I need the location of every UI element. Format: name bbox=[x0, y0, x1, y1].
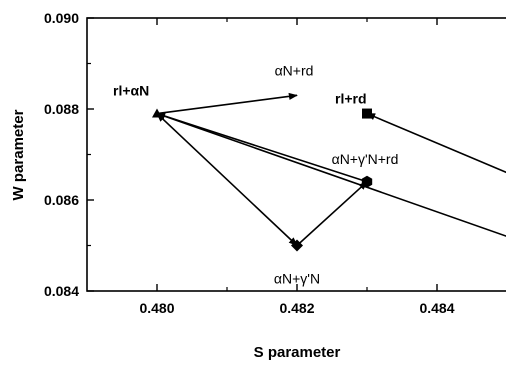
arrow-line bbox=[156, 112, 298, 247]
y-axis-label: W parameter bbox=[10, 109, 27, 200]
y-tick-label: 0.084 bbox=[44, 283, 79, 299]
y-tick-label: 0.088 bbox=[44, 101, 79, 117]
arrows-layer bbox=[156, 92, 506, 247]
point-label-rl_rd: rl+rd bbox=[335, 91, 367, 107]
point-marker-rl_rd bbox=[362, 108, 372, 119]
point-label-aN_gN_rd: αN+γ'N+rd bbox=[332, 151, 399, 167]
arrow-line bbox=[156, 112, 506, 237]
x-tick-label: 0.482 bbox=[279, 300, 314, 316]
point-marker-aN_gN_rd bbox=[361, 175, 373, 188]
x-tick-label: 0.484 bbox=[419, 300, 454, 316]
axis-ticks: 0.480 0.482 0.484 0.084 0.086 0.088 0.090 bbox=[44, 10, 455, 316]
point-marker-aN_gN bbox=[291, 239, 303, 252]
arrow-line bbox=[156, 92, 298, 115]
markers-layer bbox=[152, 108, 373, 252]
y-tick-label: 0.090 bbox=[44, 10, 79, 26]
point-labels-layer: rl+αN αN+rd αN+γ'N αN+γ'N+rd rl+rd bbox=[113, 62, 398, 286]
x-tick-label: 0.480 bbox=[139, 300, 174, 316]
arrow-line bbox=[366, 112, 506, 174]
point-label-aN_rd: αN+rd bbox=[275, 62, 314, 78]
point-label-rl_aN: rl+αN bbox=[113, 83, 149, 99]
x-axis-label: S parameter bbox=[254, 344, 341, 361]
point-label-aN_gN: αN+γ'N bbox=[274, 271, 320, 287]
y-tick-label: 0.086 bbox=[44, 192, 79, 208]
arrow-line bbox=[156, 112, 368, 183]
point-marker-rl_aN bbox=[152, 108, 162, 118]
arrow-line bbox=[296, 181, 368, 247]
